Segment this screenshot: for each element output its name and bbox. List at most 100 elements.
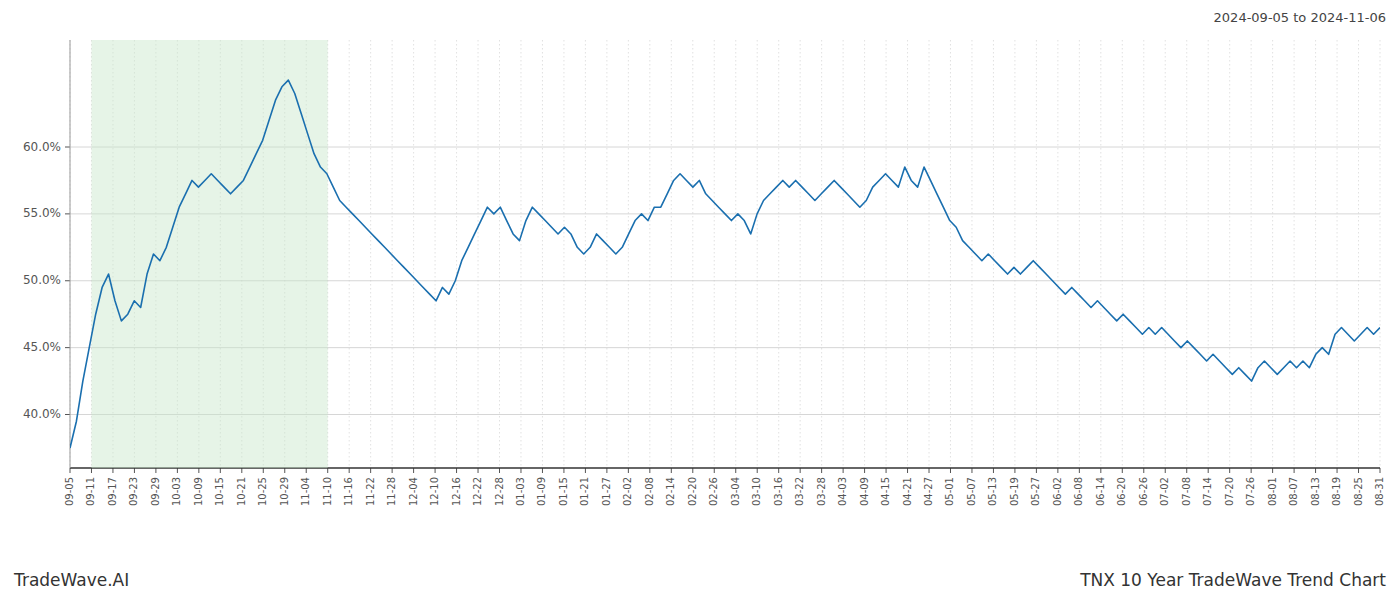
x-tick-label: 09-17 xyxy=(107,477,118,506)
x-grid-line xyxy=(821,40,822,468)
x-grid-line xyxy=(886,40,887,468)
x-tick-label: 02-08 xyxy=(644,477,655,506)
x-grid-line xyxy=(1229,40,1230,468)
x-tick-label: 06-02 xyxy=(1052,477,1063,506)
x-grid-line xyxy=(1251,40,1252,468)
x-grid-line xyxy=(370,40,371,468)
x-grid-line xyxy=(1294,40,1295,468)
x-tick-label: 11-22 xyxy=(365,477,376,506)
x-tick-label: 08-25 xyxy=(1353,477,1364,506)
y-tick-label: 40.0% xyxy=(23,407,61,421)
x-grid-line xyxy=(929,40,930,468)
x-tick-label: 06-26 xyxy=(1138,477,1149,506)
y-tick-label: 45.0% xyxy=(23,340,61,354)
x-grid-line xyxy=(1272,40,1273,468)
x-tick-label: 08-31 xyxy=(1374,477,1385,506)
x-tick-label: 06-20 xyxy=(1116,477,1127,506)
x-tick-label: 06-14 xyxy=(1095,477,1106,506)
x-tick-label: 11-28 xyxy=(386,477,397,506)
x-tick-label: 01-27 xyxy=(601,477,612,506)
x-tick-label: 07-08 xyxy=(1181,477,1192,506)
x-grid-line xyxy=(971,40,972,468)
x-grid-line xyxy=(1079,40,1080,468)
x-grid-line xyxy=(1057,40,1058,468)
x-tick-label: 11-16 xyxy=(343,477,354,506)
x-tick-label: 07-26 xyxy=(1245,477,1256,506)
subtitle: 2024-09-05 to 2024-11-06 xyxy=(1214,10,1386,25)
x-tick-label: 02-20 xyxy=(687,477,698,506)
x-grid-line xyxy=(1036,40,1037,468)
x-tick-label: 03-28 xyxy=(816,477,827,506)
x-tick-label: 03-10 xyxy=(751,477,762,506)
x-grid-line xyxy=(499,40,500,468)
x-tick-label: 05-27 xyxy=(1030,477,1041,506)
trend-line xyxy=(70,80,1380,448)
x-grid-line xyxy=(435,40,436,468)
chart-container: 40.0%45.0%50.0%55.0%60.0%09-0509-1109-17… xyxy=(0,0,1400,600)
x-grid-line xyxy=(478,40,479,468)
x-tick-label: 10-09 xyxy=(193,477,204,506)
x-grid-line xyxy=(1208,40,1209,468)
x-grid-line xyxy=(563,40,564,468)
x-tick-label: 02-26 xyxy=(708,477,719,506)
x-tick-label: 05-13 xyxy=(987,477,998,506)
y-tick xyxy=(65,280,70,281)
x-tick-label: 12-04 xyxy=(408,477,419,506)
x-tick-label: 12-16 xyxy=(451,477,462,506)
x-grid-line xyxy=(843,40,844,468)
x-grid-line xyxy=(993,40,994,468)
x-tick-label: 09-23 xyxy=(128,477,139,506)
x-tick-label: 08-19 xyxy=(1331,477,1342,506)
x-grid-line xyxy=(1100,40,1101,468)
x-tick-label: 12-28 xyxy=(494,477,505,506)
y-tick-label: 60.0% xyxy=(23,140,61,154)
x-tick-label: 04-03 xyxy=(837,477,848,506)
x-grid-line xyxy=(1315,40,1316,468)
x-grid-line xyxy=(800,40,801,468)
x-tick-label: 09-05 xyxy=(64,477,75,506)
x-tick-label: 07-20 xyxy=(1224,477,1235,506)
x-tick-label: 08-07 xyxy=(1288,477,1299,506)
x-grid-line xyxy=(1186,40,1187,468)
x-tick-label: 09-11 xyxy=(85,477,96,506)
x-grid-line xyxy=(628,40,629,468)
x-tick-label: 02-14 xyxy=(665,477,676,506)
x-grid-line xyxy=(413,40,414,468)
x-grid-line xyxy=(1143,40,1144,468)
x-tick-label: 05-07 xyxy=(966,477,977,506)
x-grid-line xyxy=(70,40,71,468)
x-grid-line xyxy=(757,40,758,468)
annotation: TradeWave.AI xyxy=(13,570,129,590)
x-tick-label: 01-15 xyxy=(558,477,569,506)
x-grid-line xyxy=(542,40,543,468)
x-grid-line xyxy=(1165,40,1166,468)
x-tick-label: 07-14 xyxy=(1202,477,1213,506)
x-tick-label: 10-29 xyxy=(279,477,290,506)
x-tick-label: 10-15 xyxy=(214,477,225,506)
x-grid-line xyxy=(1014,40,1015,468)
x-tick-label: 05-01 xyxy=(944,477,955,506)
x-grid-line xyxy=(735,40,736,468)
x-tick-label: 08-13 xyxy=(1310,477,1321,506)
x-tick-label: 10-25 xyxy=(257,477,268,506)
x-tick-label: 05-19 xyxy=(1009,477,1020,506)
x-grid-line xyxy=(714,40,715,468)
x-tick-label: 04-27 xyxy=(923,477,934,506)
x-grid-line xyxy=(778,40,779,468)
y-tick-label: 55.0% xyxy=(23,206,61,220)
x-tick-label: 03-04 xyxy=(730,477,741,506)
grid xyxy=(70,40,1380,468)
title: TNX 10 Year TradeWave Trend Chart xyxy=(1079,570,1386,590)
x-grid-line xyxy=(456,40,457,468)
x-grid-line xyxy=(671,40,672,468)
x-tick-label: 03-22 xyxy=(794,477,805,506)
x-grid-line xyxy=(585,40,586,468)
y-tick xyxy=(65,213,70,214)
x-tick-label: 10-03 xyxy=(171,477,182,506)
y-tick xyxy=(65,414,70,415)
x-grid-line xyxy=(520,40,521,468)
axes: 40.0%45.0%50.0%55.0%60.0%09-0509-1109-17… xyxy=(23,40,1385,506)
x-tick-label: 10-21 xyxy=(236,477,247,506)
x-tick-label: 01-03 xyxy=(515,477,526,506)
x-tick-label: 04-21 xyxy=(902,477,913,506)
